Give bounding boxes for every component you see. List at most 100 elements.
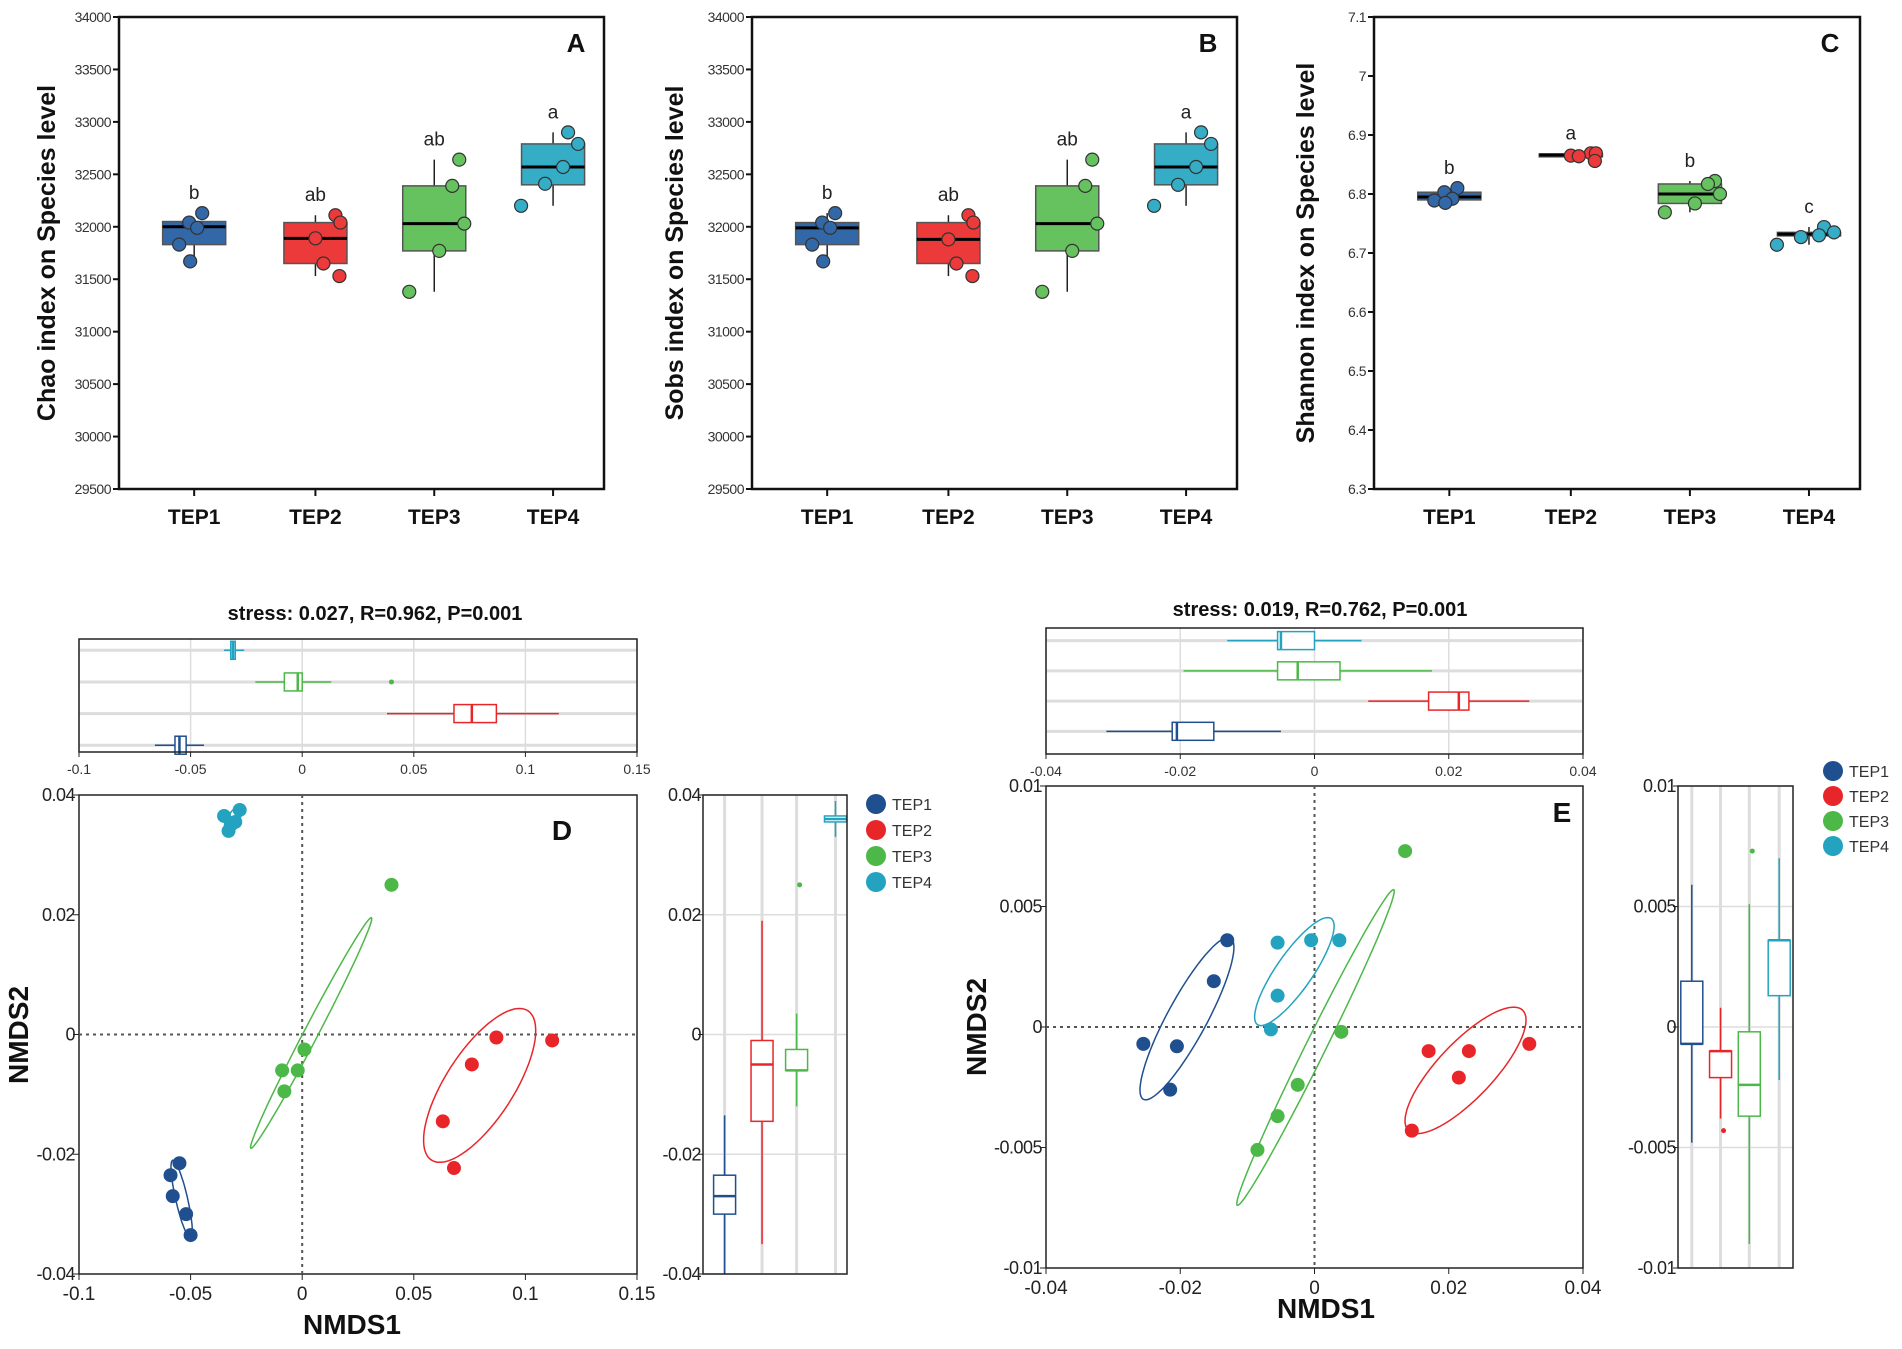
data-point-tep1 [190, 220, 205, 235]
data-point-tep4 [1270, 988, 1285, 1003]
data-point-tep1 [183, 1228, 198, 1243]
data-point-tep3 [1290, 1077, 1305, 1092]
data-point-tep4 [1793, 229, 1809, 245]
significance-letter: ab [305, 185, 326, 206]
legend-label: TEP4 [892, 875, 932, 892]
x-tick-label: 0.1 [512, 1284, 538, 1305]
x-tick-label: -0.04 [1030, 763, 1062, 779]
y-tick-label: 0.02 [668, 905, 702, 925]
plot-title: stress: 0.027, R=0.962, P=0.001 [228, 603, 523, 625]
data-point-tep3 [1078, 178, 1093, 193]
x-tick-label: -0.02 [1159, 1278, 1202, 1299]
x-tick-label: 0.04 [1569, 763, 1596, 779]
outlier-point [1721, 1128, 1727, 1134]
x-tick-label: 0.05 [400, 761, 427, 777]
x-tick-label: TEP3 [1664, 506, 1717, 529]
y-tick-label: 31000 [708, 324, 745, 340]
data-point-tep3 [1270, 1109, 1285, 1124]
nmds1-box-tep3 [1276, 661, 1341, 681]
data-point-tep2 [941, 232, 956, 247]
legend-marker-tep2 [1823, 786, 1843, 806]
legend-marker-tep3 [866, 846, 886, 866]
y-tick-label: 31500 [75, 271, 112, 287]
data-point-tep1 [828, 206, 843, 221]
box-tep3 [1034, 185, 1100, 252]
y-tick-label: -0.005 [994, 1138, 1043, 1158]
y-tick-label: 33500 [708, 61, 745, 77]
x-tick-label: TEP3 [408, 506, 461, 529]
y-tick-label: 0 [1666, 1017, 1676, 1037]
data-point-tep1 [1169, 1039, 1184, 1054]
y-tick-label: 0.02 [42, 905, 76, 925]
confidence-ellipse-tep2 [422, 1007, 537, 1164]
data-point-tep2 [333, 215, 348, 230]
significance-letter: b [189, 183, 200, 204]
x-tick-label: TEP4 [1783, 506, 1836, 529]
data-point-tep3 [1657, 205, 1672, 220]
data-point-tep1 [1206, 974, 1221, 989]
data-point-tep4 [1332, 933, 1347, 948]
data-point-tep4 [1170, 177, 1186, 192]
legend-marker-tep1 [1823, 761, 1843, 781]
x-tick-label: 0.04 [1565, 1278, 1602, 1299]
significance-letter: a [1566, 123, 1577, 144]
data-point-tep2 [446, 1161, 461, 1176]
plot-frame [117, 15, 606, 491]
data-point-tep2 [1522, 1036, 1537, 1051]
x-tick-label: 0.15 [619, 1284, 656, 1305]
data-point-tep1 [1438, 195, 1453, 210]
data-point-tep1 [1163, 1082, 1178, 1097]
nmds2-box-tep3 [784, 1048, 809, 1072]
data-point-tep3 [297, 1042, 312, 1057]
plot-frame [750, 15, 1239, 491]
x-tick-label: 0.1 [516, 761, 536, 777]
x-tick-label: 0 [298, 761, 306, 777]
data-point-tep4 [537, 176, 553, 191]
y-tick-label: 6.8 [1348, 186, 1367, 202]
data-point-tep3 [432, 243, 447, 259]
data-point-tep4 [1270, 935, 1285, 950]
data-point-tep1 [172, 237, 187, 252]
x-tick-label: 0.15 [623, 761, 650, 777]
y-tick-label: 6.4 [1348, 422, 1367, 438]
data-point-tep2 [1571, 149, 1586, 164]
y-tick-label: 32500 [75, 166, 112, 182]
y-tick-label: 30500 [75, 376, 112, 392]
x-tick-label: -0.1 [67, 761, 91, 777]
nmds2-box-tep2 [750, 1039, 774, 1123]
legend-marker-tep3 [1823, 811, 1843, 831]
data-point-tep2 [464, 1057, 479, 1072]
y-tick-label: -0.02 [36, 1144, 75, 1164]
data-point-tep3 [1687, 196, 1703, 211]
panel-label: C [1821, 28, 1840, 58]
legend: TEP1 TEP2 TEP3 TEP4 [1823, 761, 1889, 856]
data-point-tep3 [384, 877, 399, 892]
data-point-tep3 [402, 284, 417, 299]
x-axis-label: NMDS1 [303, 1309, 401, 1340]
legend-label: TEP1 [1849, 764, 1889, 781]
plot-frame [1372, 15, 1862, 491]
y-axis-label: Shannon index on Species level [1292, 63, 1320, 444]
legend: TEP1 TEP2 TEP3 TEP4 [866, 794, 932, 892]
x-tick-label: TEP4 [1160, 506, 1213, 529]
data-point-tep4 [1193, 125, 1209, 140]
legend-marker-tep4 [1823, 836, 1843, 856]
data-point-tep2 [1451, 1070, 1466, 1085]
significance-letter: ab [938, 185, 959, 206]
data-point-tep3 [1334, 1024, 1349, 1039]
y-tick-label: 0 [65, 1025, 75, 1045]
panel-label: A [567, 28, 586, 58]
y-tick-label: 34000 [75, 9, 112, 25]
y-tick-label: 0.005 [1633, 897, 1676, 917]
plot-title: stress: 0.019, R=0.762, P=0.001 [1173, 599, 1468, 621]
y-tick-label: 30500 [708, 376, 745, 392]
data-point-tep1 [805, 237, 820, 252]
data-point-tep2 [1421, 1044, 1436, 1059]
data-point-tep3 [277, 1084, 292, 1099]
nmds1-box-tep2 [1427, 691, 1470, 711]
nmds2-box-tep1 [1680, 980, 1704, 1045]
x-tick-label: 0.05 [395, 1284, 432, 1305]
data-point-tep4 [1188, 159, 1204, 175]
legend-label: TEP2 [1849, 789, 1889, 806]
